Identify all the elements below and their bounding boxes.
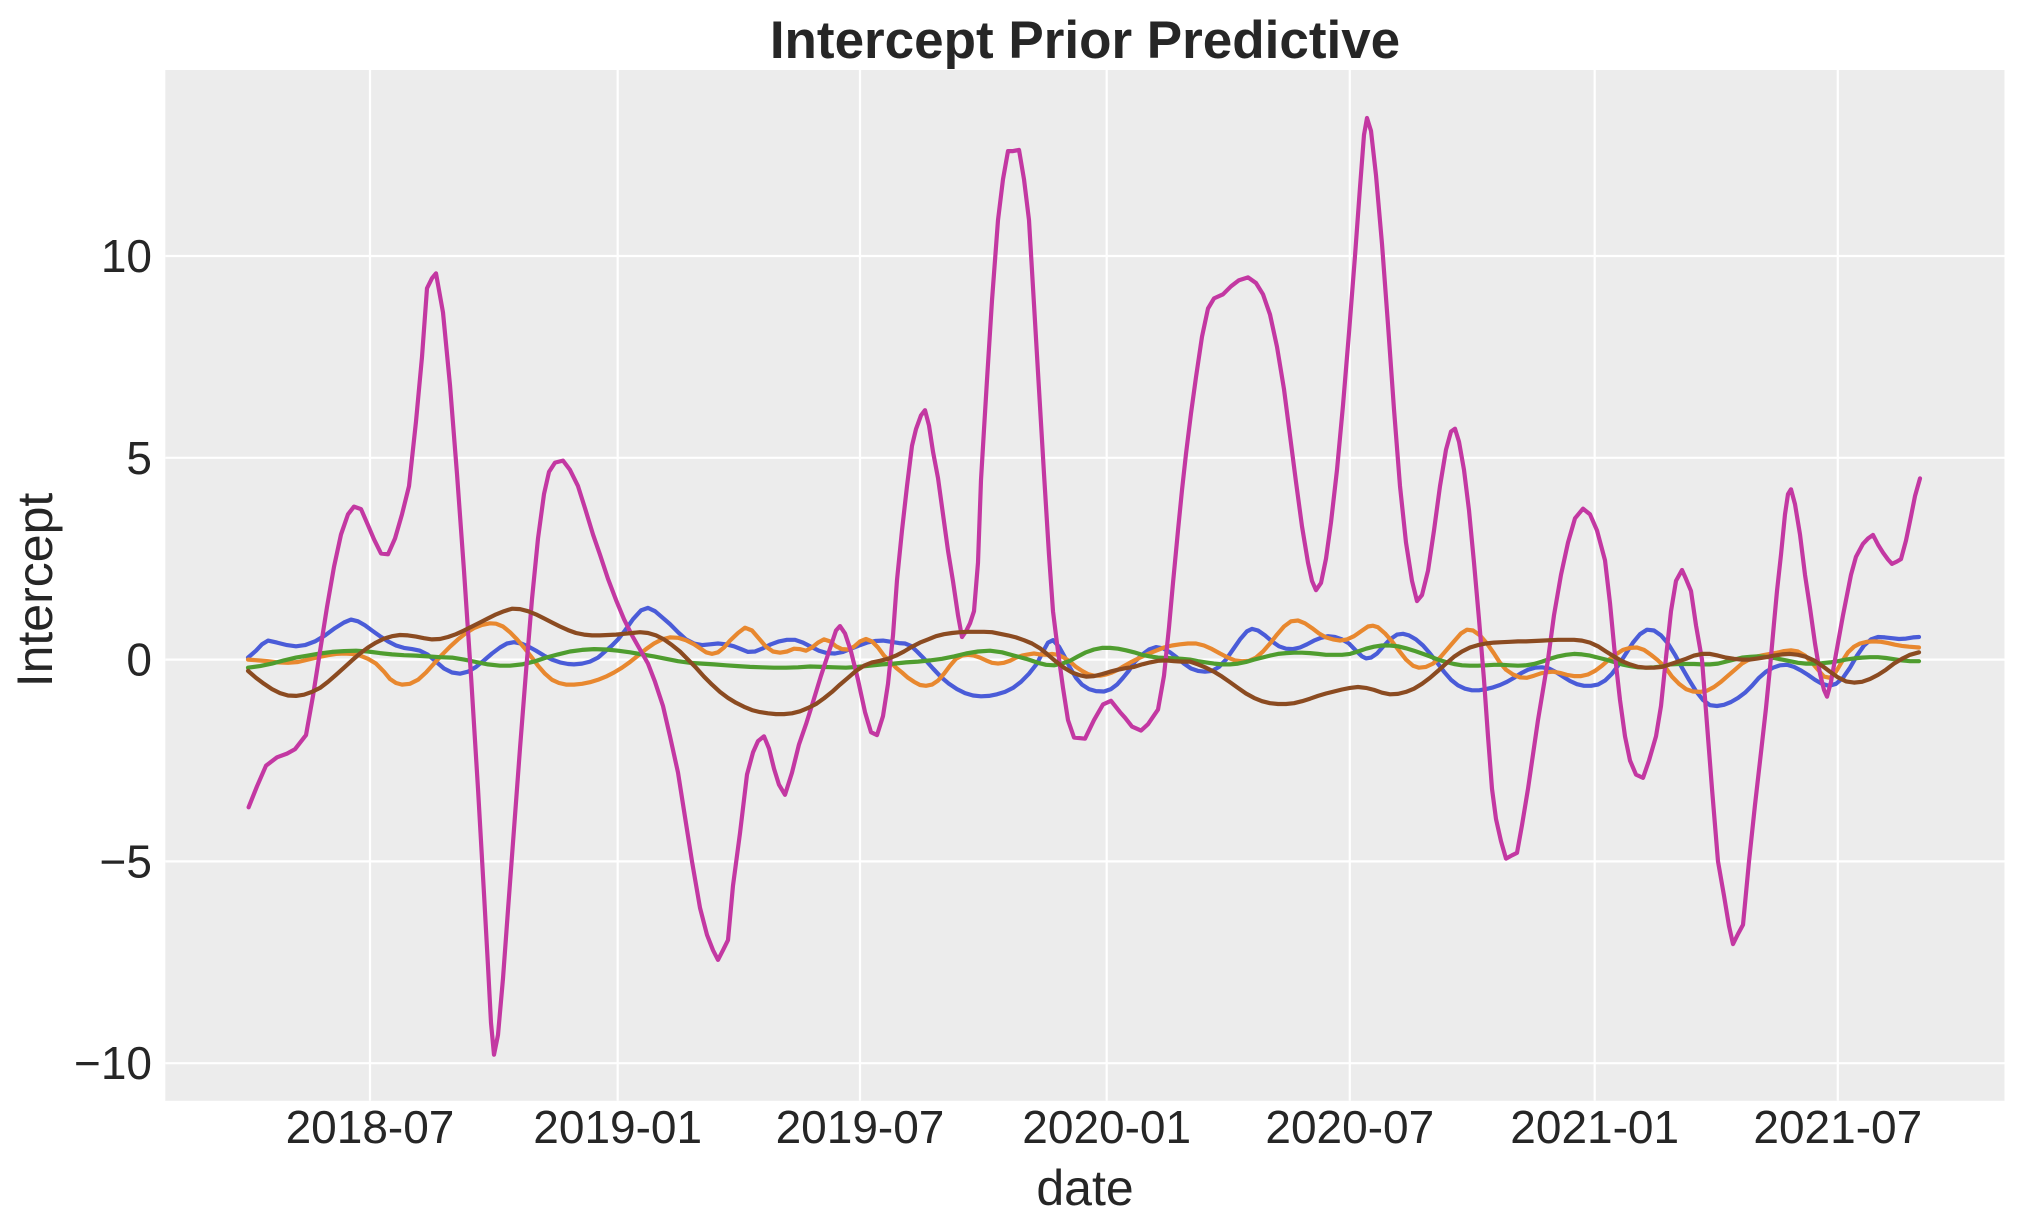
svg-text:2018-07: 2018-07 — [286, 1101, 455, 1153]
svg-text:10: 10 — [101, 230, 152, 282]
svg-text:2021-07: 2021-07 — [1753, 1101, 1922, 1153]
svg-text:Intercept: Intercept — [7, 493, 63, 688]
svg-text:2020-01: 2020-01 — [1022, 1101, 1191, 1153]
svg-text:2019-07: 2019-07 — [776, 1101, 945, 1153]
svg-text:−10: −10 — [74, 1037, 152, 1089]
svg-text:date: date — [1036, 1160, 1133, 1216]
svg-text:0: 0 — [126, 634, 152, 686]
svg-text:−5: −5 — [100, 835, 152, 887]
svg-text:5: 5 — [126, 432, 152, 484]
svg-text:2019-01: 2019-01 — [533, 1101, 702, 1153]
svg-text:Intercept Prior Predictive: Intercept Prior Predictive — [770, 11, 1400, 70]
svg-text:2020-07: 2020-07 — [1265, 1101, 1434, 1153]
svg-text:2021-01: 2021-01 — [1510, 1101, 1679, 1153]
